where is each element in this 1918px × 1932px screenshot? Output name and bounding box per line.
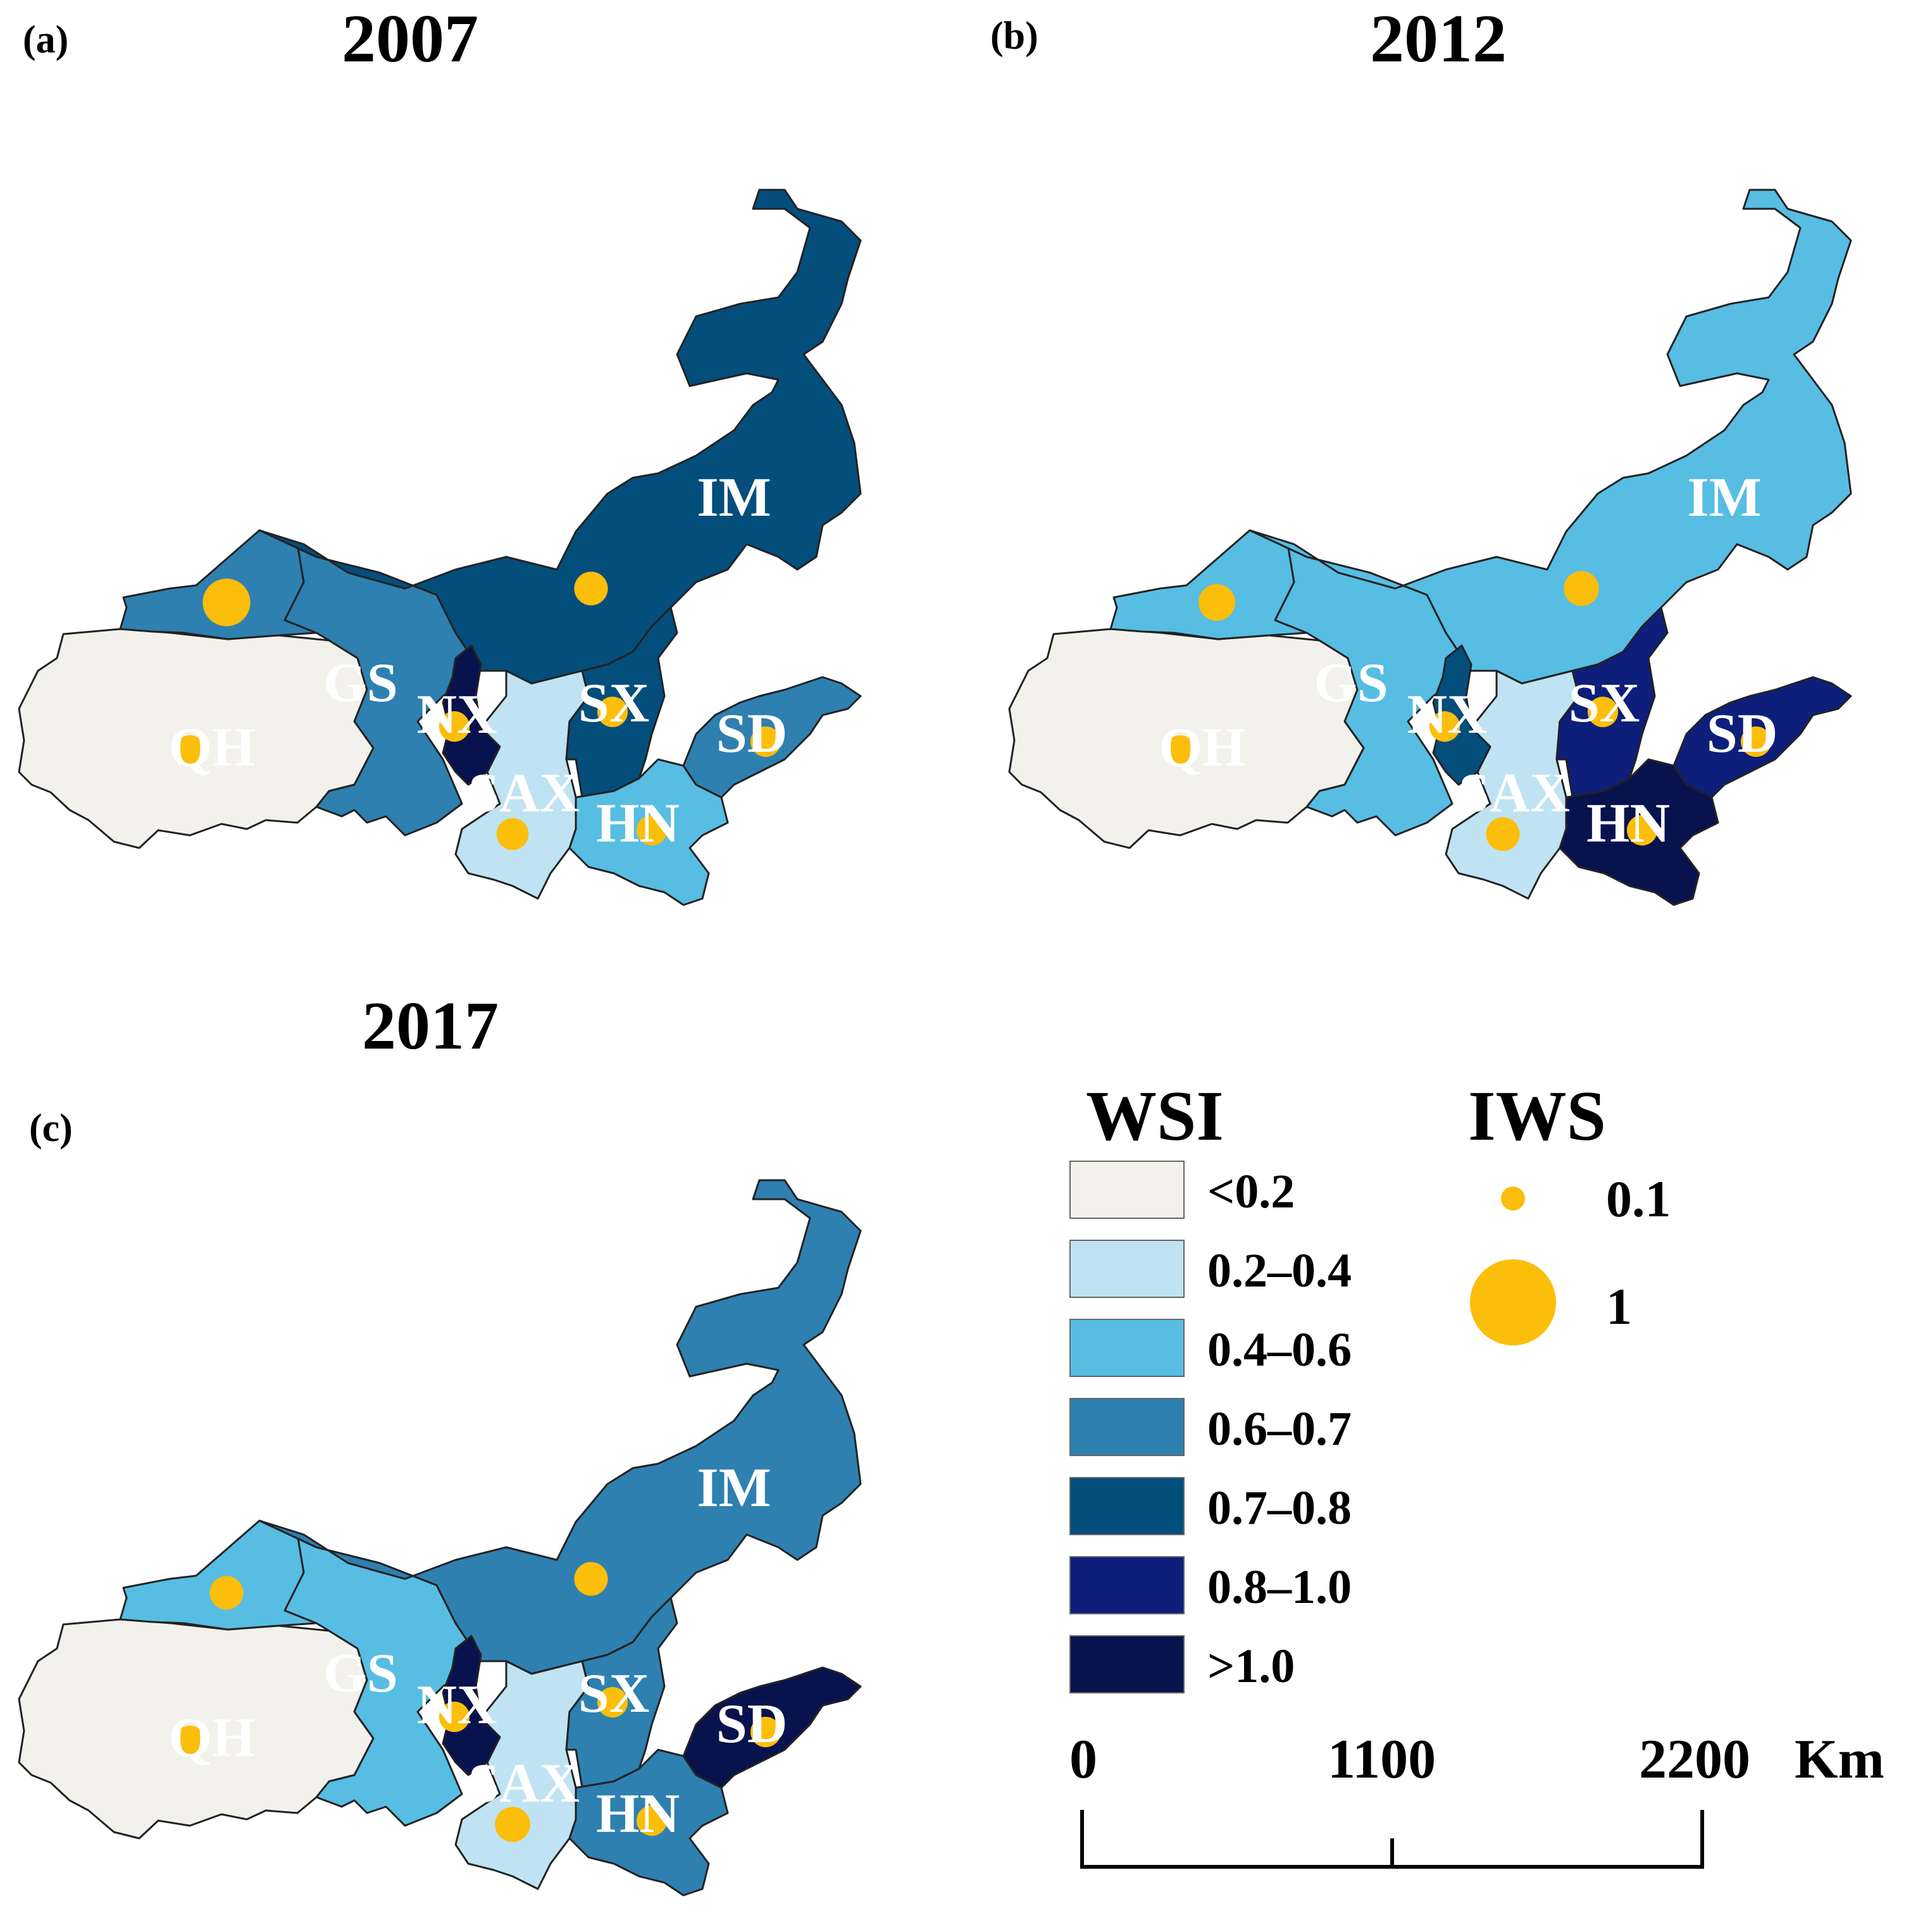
province-nx (442, 644, 501, 786)
province-label-sd: SD (716, 1693, 788, 1755)
iws-dot-hn (1626, 814, 1658, 846)
iws-dot-hn (636, 814, 668, 846)
province-label-sax: SAX (468, 1753, 580, 1814)
iws-dot-hn (636, 1805, 668, 1836)
province-label-qh: QH (1159, 717, 1246, 778)
wsi-class-swatch (1069, 1240, 1185, 1298)
wsi-class-swatch (1069, 1477, 1185, 1535)
province-layer: QH GS NX SAX IM SX HN SD (18, 189, 862, 906)
province-label-sax: SAX (468, 763, 580, 824)
iws-dot-sax (1486, 817, 1520, 851)
iws-dot-qh (174, 735, 206, 766)
wsi-class-swatch (1069, 1556, 1185, 1614)
province-nx (442, 1635, 501, 1776)
iws-dot-im (574, 1562, 608, 1596)
province-label-gs: GS (323, 1643, 397, 1704)
iws-legend-title: IWS (1468, 1077, 1606, 1156)
panel-tag: (c) (29, 1107, 73, 1150)
iws-dot-xj-gs-w (209, 1576, 244, 1610)
iws-dot-nx (439, 1701, 470, 1733)
choropleth-map: QH GS NX SAX IM SX HN SD (1008, 189, 1852, 906)
province-label-nx: NX (416, 684, 497, 745)
province-label-qh: QH (169, 717, 256, 778)
wsi-class-label: 0.8–1.0 (1207, 1561, 1352, 1614)
province-nx (1432, 644, 1491, 786)
iws-large-dot (1470, 1259, 1556, 1345)
province-label-sx: SX (578, 673, 650, 734)
panel-year-title: 2012 (1370, 1, 1507, 77)
province-label-sax: SAX (1459, 763, 1570, 824)
panel-year-title: 2007 (342, 1, 478, 77)
choropleth-map: QH GS NX SAX IM SX HN SD (18, 189, 862, 906)
province-label-sx: SX (578, 1663, 650, 1724)
scale-bar (1080, 1810, 1704, 1869)
province-label-hn: HN (596, 1783, 680, 1845)
iws-dot-qh (174, 1725, 206, 1757)
panel-year-title: 2017 (362, 988, 499, 1064)
choropleth-map: QH GS NX SAX IM SX HN SD (18, 1179, 862, 1897)
province-label-gs: GS (1314, 652, 1388, 714)
map-panel-a: (a) 2007 QH GS NX SAX IM SX HN SD (0, 0, 949, 949)
iws-dot-nx (439, 711, 470, 742)
iws-dot-im (1564, 571, 1599, 606)
province-label-sd: SD (1707, 703, 1778, 764)
wsi-class-swatch (1069, 1398, 1185, 1456)
iws-dot-sax (496, 818, 529, 851)
iws-dot-sd (750, 1716, 782, 1748)
province-label-im: IM (697, 1457, 771, 1519)
province-label-nx: NX (1407, 684, 1487, 745)
scale-tick-1100: 1100 (1328, 1729, 1436, 1790)
iws-large-label: 1 (1606, 1278, 1632, 1335)
iws-dot-xj-gs-w (1199, 584, 1235, 621)
iws-dot-sx (1587, 696, 1619, 728)
wsi-class-label: 0.2–0.4 (1207, 1244, 1352, 1297)
province-layer: QH GS NX SAX IM SX HN SD (1008, 189, 1852, 906)
iws-dot-xj-gs-w (202, 578, 251, 626)
province-label-nx: NX (416, 1674, 497, 1736)
iws-dot-im (574, 571, 608, 606)
panel-tag: (a) (23, 18, 69, 61)
iws-dot-sx (597, 696, 628, 728)
province-label-im: IM (1687, 467, 1761, 528)
iws-dot-qh (1164, 735, 1196, 766)
scale-unit: Km (1795, 1729, 1884, 1790)
iws-dot-sx (597, 1686, 628, 1718)
wsi-class-label: 0.4–0.6 (1207, 1323, 1352, 1376)
wsi-class-swatch (1069, 1161, 1185, 1219)
province-label-gs: GS (323, 652, 397, 714)
iws-dot-sax (495, 1807, 530, 1842)
wsi-class-swatch (1069, 1635, 1185, 1693)
iws-dot-nx (1429, 711, 1460, 742)
scale-tick-0: 0 (1069, 1729, 1097, 1790)
iws-dot-sd (1740, 726, 1772, 757)
iws-small-dot (1501, 1187, 1525, 1211)
panel-tag: (b) (990, 15, 1038, 58)
province-label-qh: QH (169, 1707, 256, 1769)
wsi-legend-title: WSI (1086, 1077, 1224, 1156)
province-label-sx: SX (1569, 673, 1640, 734)
wsi-class-label: >1.0 (1207, 1640, 1295, 1693)
province-xj-gs-w (119, 1519, 318, 1631)
wsi-class-swatch (1069, 1319, 1185, 1377)
wsi-class-label: <0.2 (1207, 1165, 1295, 1218)
wsi-class-label: 0.7–0.8 (1207, 1481, 1352, 1535)
province-label-sd: SD (716, 703, 788, 764)
province-label-hn: HN (596, 793, 680, 854)
wsi-class-label: 0.6–0.7 (1207, 1402, 1352, 1455)
map-panel-b: (b) 2012 QH GS NX SAX IM SX HN SD (990, 0, 1918, 949)
province-layer: QH GS NX SAX IM SX HN SD (18, 1179, 862, 1897)
scale-tick-2200: 2200 (1639, 1729, 1750, 1790)
province-label-im: IM (697, 467, 771, 528)
province-label-hn: HN (1586, 793, 1670, 854)
iws-small-label: 0.1 (1606, 1170, 1671, 1228)
map-panel-c: 2017 (c) QH GS NX SAX IM SX HN SD (0, 987, 949, 1930)
iws-dot-sd (750, 726, 782, 757)
province-xj-gs-w (1109, 529, 1308, 640)
map-legend: WSI IWS <0.2 0.2–0.4 0.4–0.6 0.6–0.7 0.7–0.8… (1069, 1076, 1911, 1930)
